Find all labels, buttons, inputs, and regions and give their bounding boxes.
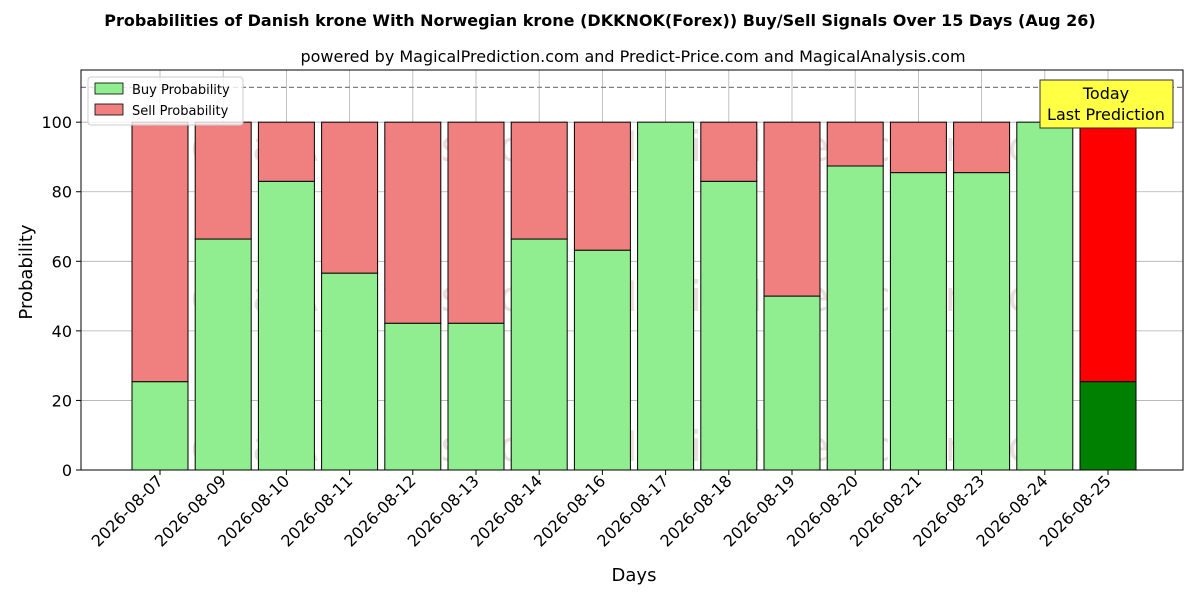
buy-bar — [700, 180, 758, 471]
annotation-line-1: Today — [1082, 84, 1129, 103]
y-axis-label: Probability — [16, 224, 37, 319]
legend-sell-swatch — [94, 103, 124, 116]
buy-bar — [1079, 381, 1137, 471]
sell-bar — [194, 121, 252, 240]
legend: Buy Probability Sell Probability — [87, 76, 244, 126]
buy-bar — [826, 165, 884, 471]
sell-bar — [447, 121, 505, 324]
sell-bar — [889, 121, 947, 174]
buy-bar — [763, 295, 821, 471]
y-tick-label: 60 — [52, 252, 72, 271]
today-annotation: Today Last Prediction — [1039, 79, 1174, 129]
y-tick-label: 80 — [52, 183, 72, 202]
buy-bar — [384, 322, 442, 471]
buy-bar — [257, 180, 315, 471]
y-axis: 0 20 40 60 80 100 — [41, 113, 81, 480]
chart-subtitle: powered by MagicalPrediction.com and Pre… — [300, 47, 965, 66]
annotation-box — [1039, 79, 1174, 129]
y-tick-label: 0 — [62, 461, 72, 480]
sell-bar — [826, 121, 884, 167]
buy-bar — [1016, 121, 1074, 471]
buy-bar — [510, 238, 568, 471]
legend-sell-label: Sell Probability — [132, 104, 229, 119]
sell-bar — [953, 121, 1011, 174]
y-tick-label: 40 — [52, 322, 72, 341]
legend-buy-swatch — [94, 82, 124, 95]
y-tick-label: 20 — [52, 391, 72, 410]
legend-buy-label: Buy Probability — [132, 83, 230, 98]
plot-frame — [80, 69, 1184, 471]
sell-bar — [131, 121, 189, 383]
buy-bar — [953, 172, 1011, 471]
sell-bar — [321, 121, 379, 274]
x-axis-label: Days — [612, 565, 657, 586]
sell-bar — [1079, 121, 1137, 383]
buy-bar — [573, 249, 631, 471]
sell-bar — [763, 121, 821, 297]
buy-bar — [889, 172, 947, 471]
buy-bar — [131, 381, 189, 471]
sell-bar — [257, 121, 315, 182]
sell-bar — [510, 121, 568, 240]
bars — [131, 121, 1137, 471]
y-tick-label: 100 — [41, 113, 72, 132]
sell-bar — [384, 121, 442, 324]
annotation-line-2: Last Prediction — [1047, 105, 1165, 124]
buy-bar — [447, 322, 505, 471]
chart-title: Probabilities of Danish krone With Norwe… — [104, 11, 1095, 30]
x-axis: 2026-08-072026-08-092026-08-102026-08-11… — [88, 470, 1115, 551]
buy-bar — [637, 121, 695, 471]
legend-box — [87, 76, 244, 126]
sell-bar — [700, 121, 758, 182]
buy-bar — [194, 238, 252, 471]
buy-bar — [321, 272, 379, 471]
sell-bar — [573, 121, 631, 251]
